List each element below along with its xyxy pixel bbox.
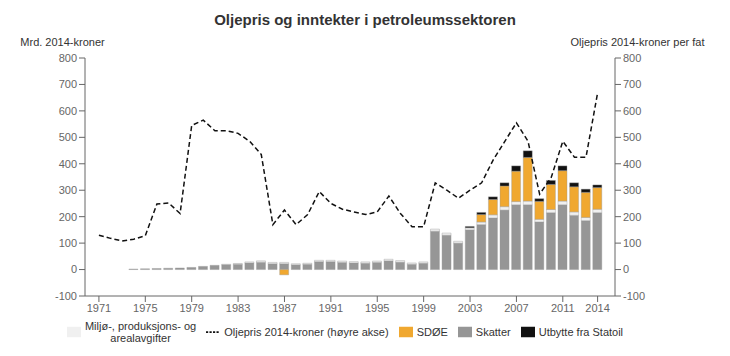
svg-text:300: 300: [623, 184, 641, 196]
svg-text:2007: 2007: [504, 302, 528, 314]
svg-text:600: 600: [623, 105, 641, 117]
html-text:Skatter: Skatter: [475, 326, 511, 338]
svg-text:0: 0: [71, 263, 77, 275]
svg-text:700: 700: [623, 78, 641, 90]
svg-text:100: 100: [623, 237, 641, 249]
svg-text:2014: 2014: [585, 302, 609, 314]
svg-text:400: 400: [623, 158, 641, 170]
svg-text:2011: 2011: [551, 302, 575, 314]
html-text:Oljepris 2014-kroner (høyre ak: Oljepris 2014-kroner (høyre akse): [224, 326, 389, 338]
svg-text:300: 300: [59, 184, 77, 196]
svg-text:500: 500: [623, 131, 641, 143]
svg-text:1987: 1987: [272, 302, 296, 314]
html-text:Miljø-, produksjons- og areala: Miljø-, produksjons- og arealavgifter: [84, 320, 197, 344]
svg-text:1983: 1983: [226, 302, 250, 314]
svg-text:1999: 1999: [411, 302, 435, 314]
svg-text:1971: 1971: [87, 302, 111, 314]
svg-text:Mrd. 2014-kroner: Mrd. 2014-kroner: [20, 36, 105, 48]
svg-text:100: 100: [59, 237, 77, 249]
svg-text:800: 800: [59, 52, 77, 64]
svg-text:800: 800: [623, 52, 641, 64]
svg-text:400: 400: [59, 158, 77, 170]
html-text:Oljepris og inntekter i petrol: Oljepris og inntekter i petroleumssektor…: [214, 11, 516, 28]
html-text:Utbytte fra Statoil: Utbytte fra Statoil: [538, 326, 624, 338]
svg-text:600: 600: [59, 105, 77, 117]
svg-text:2003: 2003: [458, 302, 482, 314]
html-text:SDØE: SDØE: [416, 326, 448, 338]
svg-text:500: 500: [59, 131, 77, 143]
svg-text:0: 0: [623, 263, 629, 275]
svg-text:-100: -100: [623, 290, 645, 302]
svg-text:1975: 1975: [133, 302, 157, 314]
svg-text:Oljepris 2014-kroner per fat: Oljepris 2014-kroner per fat: [571, 36, 705, 48]
svg-text:1995: 1995: [365, 302, 389, 314]
svg-text:700: 700: [59, 78, 77, 90]
svg-text:1979: 1979: [179, 302, 203, 314]
svg-text:-100: -100: [55, 290, 77, 302]
svg-text:200: 200: [59, 211, 77, 223]
svg-text:200: 200: [623, 211, 641, 223]
svg-text:1991: 1991: [319, 302, 343, 314]
